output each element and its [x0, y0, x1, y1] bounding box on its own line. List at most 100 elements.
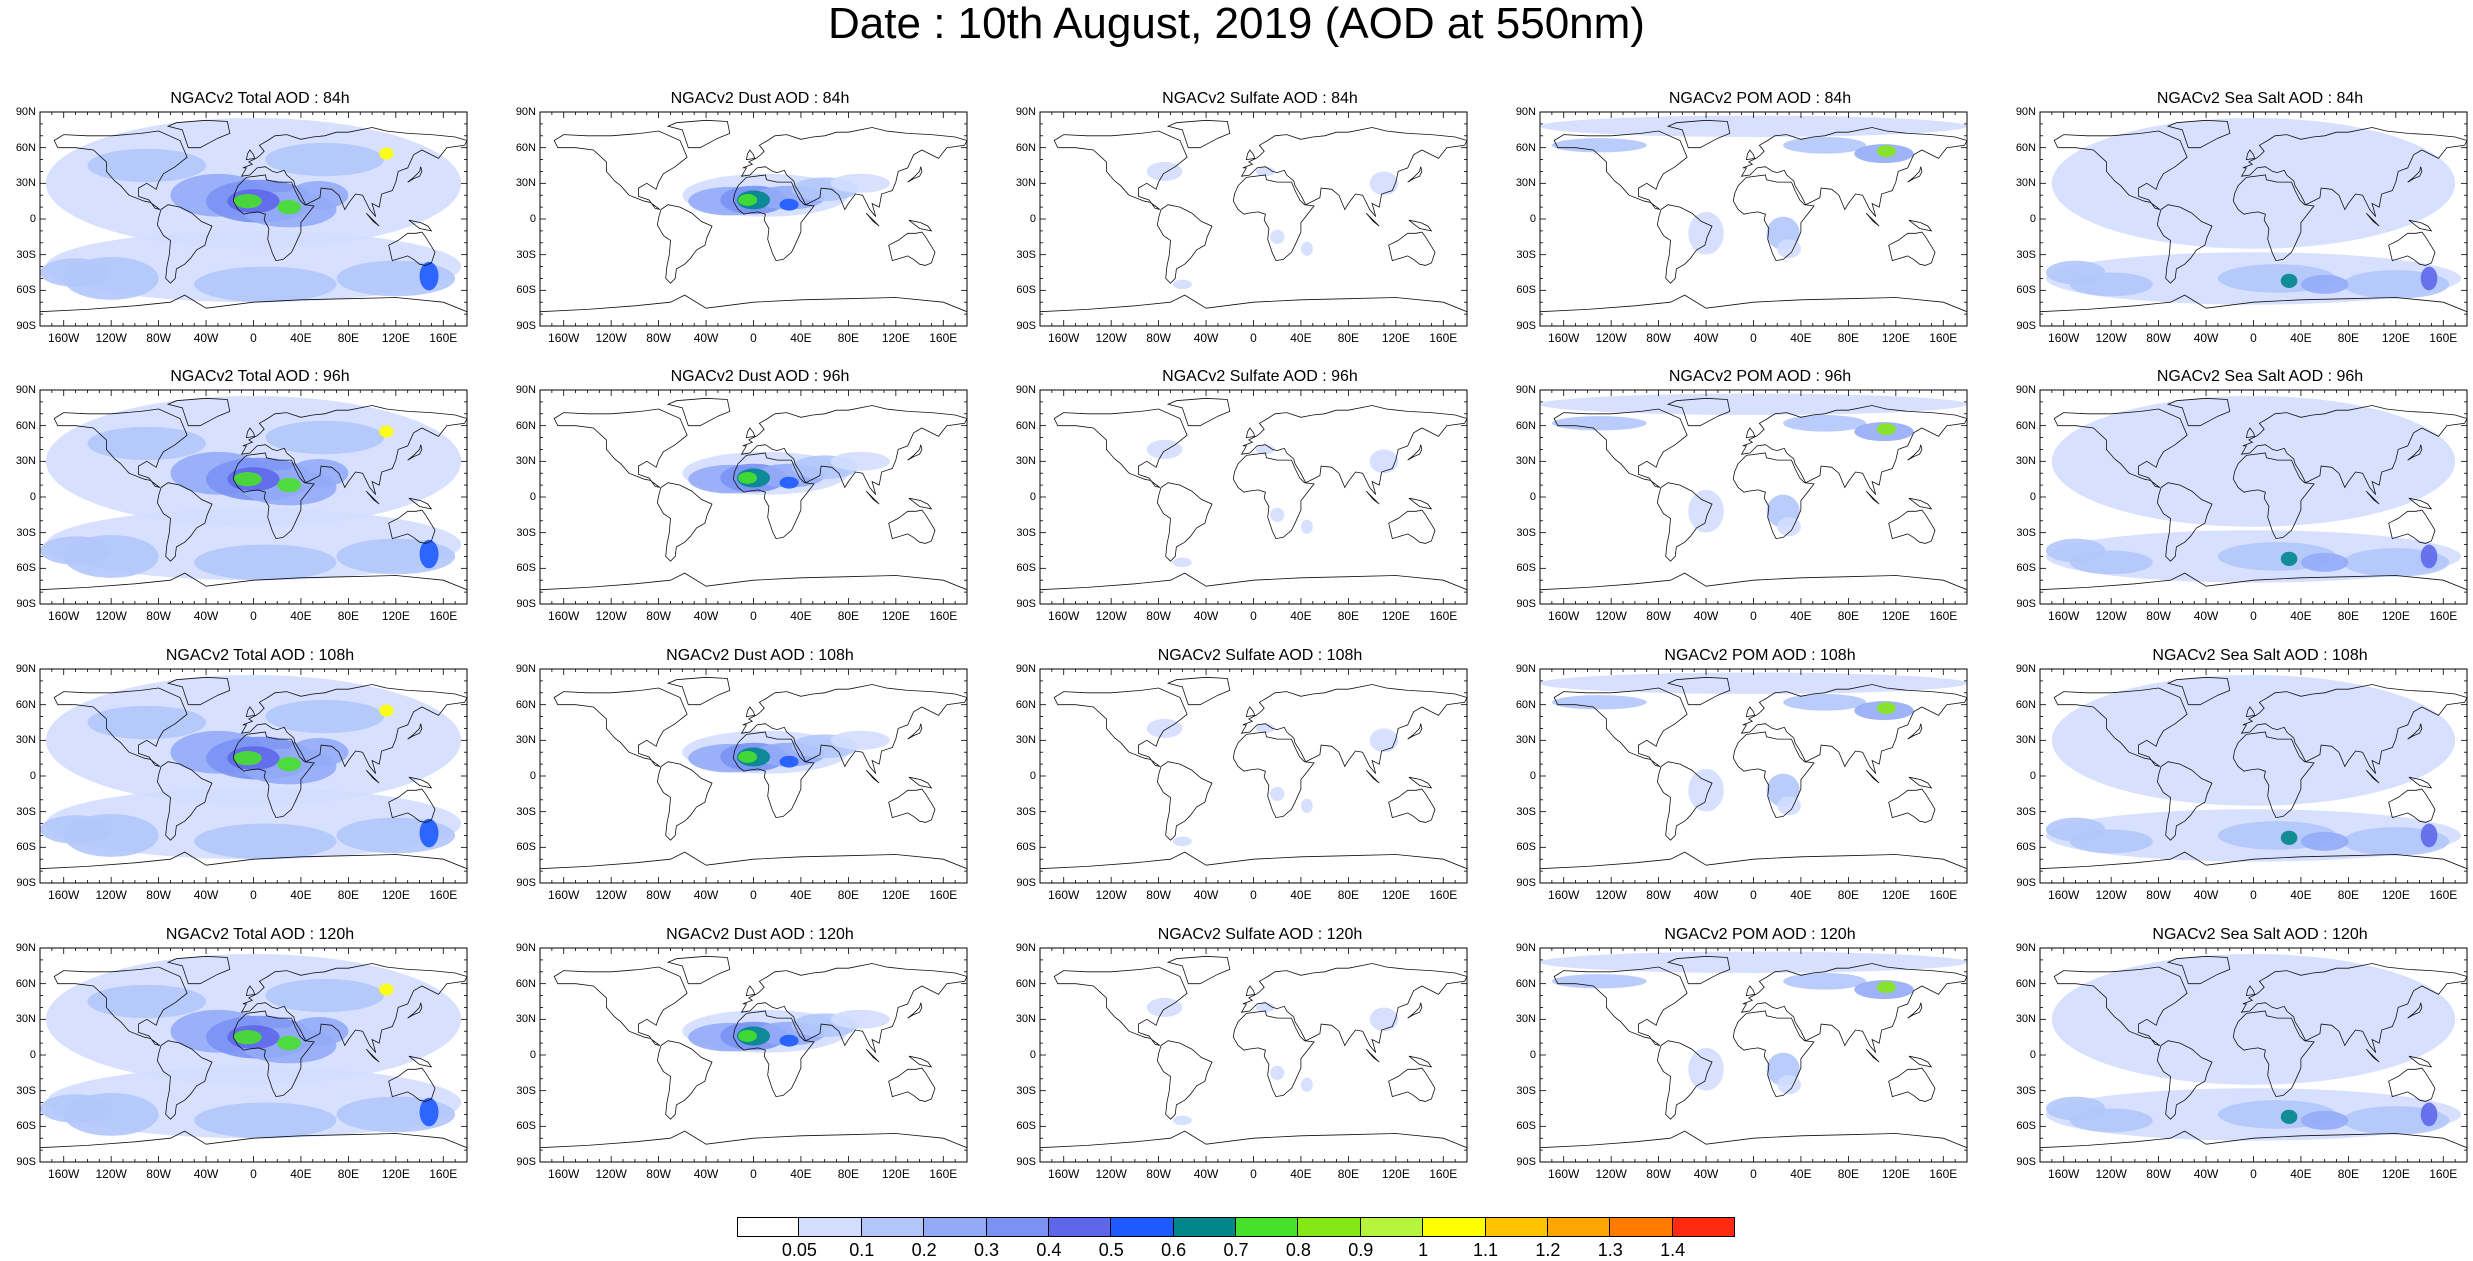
lat-label: 60S — [2016, 562, 2036, 575]
aod-contour — [1270, 229, 1285, 244]
coastline — [2408, 497, 2433, 510]
colorbar-swatch — [737, 1217, 800, 1237]
lat-label: 60N — [1515, 419, 1536, 432]
coastline — [1553, 408, 1688, 488]
lat-label: 60S — [516, 1120, 536, 1133]
aod-contour — [419, 818, 439, 848]
map-plot — [39, 947, 468, 1163]
lat-label: 30S — [1016, 248, 1036, 261]
coastline — [888, 509, 936, 544]
lon-label: 80E — [337, 1167, 360, 1181]
lon-label: 120E — [881, 1167, 910, 1181]
aod-contour — [2045, 1096, 2106, 1121]
coastline — [1040, 572, 1467, 604]
aod-contour — [2051, 395, 2456, 527]
lat-label: 30S — [1016, 805, 1036, 818]
aod-contour — [1172, 279, 1192, 290]
coastline — [245, 149, 256, 161]
coastline — [365, 490, 380, 505]
aod-contour — [1540, 951, 1967, 973]
lat-label: 60S — [16, 1120, 36, 1133]
lat-label: 30S — [16, 805, 36, 818]
lon-label: 120W — [595, 1167, 627, 1181]
map-panel: NGACv2 Sulfate AOD : 108h 90N 60N 30N 0 30S 60… — [1002, 647, 1472, 917]
lon-label: 80W — [646, 1167, 671, 1181]
coastline — [1732, 731, 1815, 819]
lon-label: 40W — [693, 331, 719, 345]
lon-label: 40W — [193, 888, 219, 902]
aod-contour — [2051, 117, 2456, 249]
aod-field — [40, 953, 467, 1162]
coastline — [656, 761, 713, 841]
aod-contour — [830, 451, 890, 471]
aod-contour — [277, 756, 301, 772]
coastline — [2408, 219, 2433, 232]
aod-contour — [830, 1009, 890, 1029]
coastline — [1408, 776, 1433, 789]
lon-label: 80W — [2146, 331, 2171, 345]
aod-contour — [2300, 274, 2349, 294]
lat-label: 60S — [2016, 284, 2036, 297]
lon-label: 160W — [48, 888, 80, 902]
map-background — [540, 112, 967, 326]
coastline — [865, 212, 880, 227]
coastline — [2156, 761, 2213, 841]
coastline — [1407, 1002, 1423, 1019]
lon-label: 40E — [1290, 1167, 1312, 1181]
lat-label: 60N — [1015, 977, 1036, 990]
coastline — [1656, 482, 1713, 562]
lat-label: 90S — [516, 320, 536, 332]
aod-contour — [1688, 489, 1724, 533]
lon-label: 160W — [548, 1167, 580, 1181]
lat-label: 60N — [15, 698, 36, 711]
coastline — [40, 851, 467, 883]
aod-field — [1040, 955, 1467, 1162]
coastline — [1745, 149, 1756, 161]
coastline — [1666, 397, 1731, 427]
lat-label: 90N — [1015, 942, 1036, 954]
aod-contour — [2420, 266, 2438, 291]
aod-field — [1540, 672, 1967, 883]
aod-contour — [2051, 953, 2456, 1085]
coastline — [1407, 444, 1423, 461]
aod-contour — [40, 258, 112, 287]
aod-contour — [1300, 1077, 1313, 1092]
aod-contour — [2280, 273, 2298, 288]
aod-contour — [265, 420, 384, 455]
coastline — [1053, 966, 1188, 1046]
lon-label: 40E — [2290, 888, 2312, 902]
lon-label: 80W — [1146, 609, 1171, 623]
coastline — [1907, 1002, 1923, 1019]
lat-label: 60S — [2016, 841, 2036, 854]
coastline — [553, 408, 688, 488]
lon-label: 120W — [595, 609, 627, 623]
lat-label: 0 — [529, 491, 536, 503]
coastline — [2365, 769, 2380, 784]
lon-label: 0 — [1250, 1167, 1257, 1181]
lon-label: 40E — [290, 609, 312, 623]
lat-label: 30N — [515, 455, 536, 468]
lon-label: 160W — [2048, 1167, 2080, 1181]
lat-label: 90S — [516, 598, 536, 610]
coastline — [2388, 1067, 2436, 1102]
lat-label: 30N — [515, 734, 536, 747]
aod-contour — [233, 751, 262, 766]
coastline — [1156, 761, 1213, 841]
colorbar-label: 1.1 — [1472, 1240, 1499, 1260]
aod-contour — [1300, 241, 1313, 256]
coastline — [408, 219, 433, 232]
coastline — [1865, 490, 1880, 505]
lat-label: 90S — [16, 1156, 36, 1168]
lat-label: 0 — [1529, 213, 1536, 225]
map-plot — [1539, 111, 1968, 327]
panel-title: NGACv2 Sulfate AOD : 120h — [1157, 926, 1363, 943]
lat-label: 60S — [1016, 1120, 1036, 1133]
coastline — [40, 1130, 467, 1162]
lat-label: 60N — [515, 419, 536, 432]
coastline — [232, 452, 315, 540]
coastline — [407, 723, 423, 740]
coastline — [908, 776, 933, 789]
lon-label: 120W — [595, 331, 627, 345]
lat-label: 30S — [1516, 805, 1536, 818]
lat-label: 90S — [1516, 877, 1536, 889]
